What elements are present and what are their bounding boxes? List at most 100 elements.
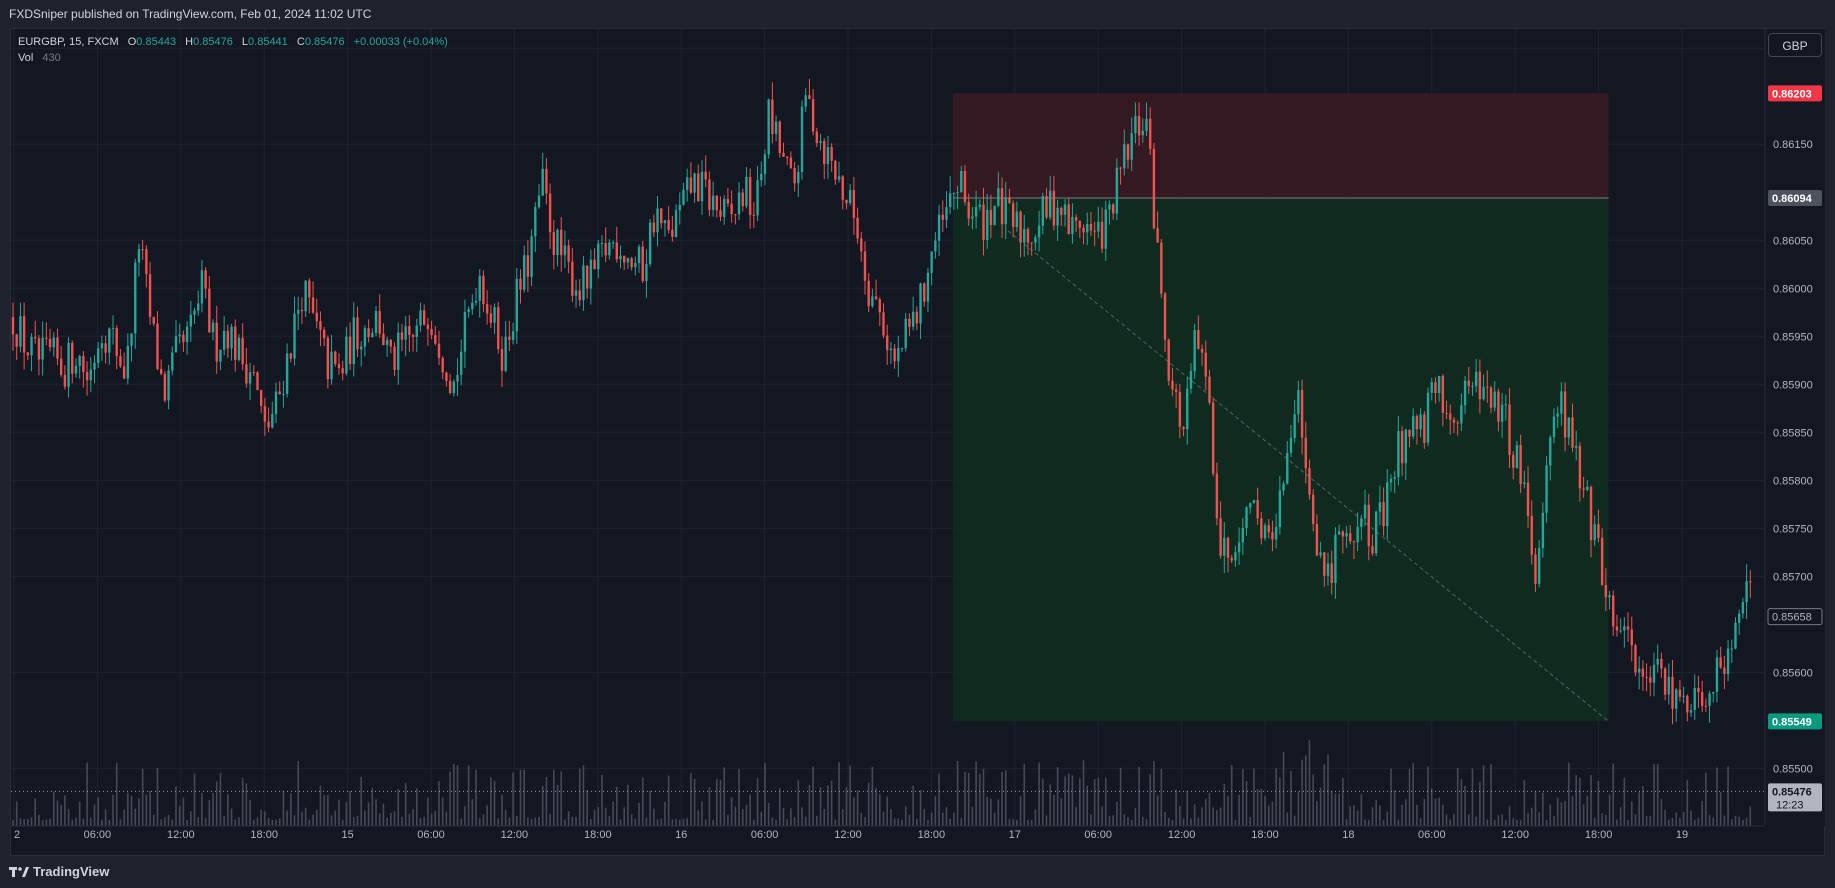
candle-body[interactable] <box>1300 390 1304 438</box>
candle-body[interactable] <box>48 338 52 348</box>
candle-body[interactable] <box>85 372 89 381</box>
candle-body[interactable] <box>1604 584 1608 598</box>
candle-body[interactable] <box>1626 626 1630 630</box>
candle-body[interactable] <box>574 290 578 296</box>
candle-body[interactable] <box>159 368 163 374</box>
candle-body[interactable] <box>1471 386 1474 388</box>
candle-body[interactable] <box>530 236 533 277</box>
candle-body[interactable] <box>267 421 270 428</box>
candle-body[interactable] <box>774 121 778 135</box>
candle-body[interactable] <box>1093 230 1096 232</box>
candle-body[interactable] <box>623 255 626 263</box>
candle-body[interactable] <box>1408 429 1411 437</box>
candle-body[interactable] <box>826 147 830 165</box>
candle-body[interactable] <box>430 329 433 336</box>
candle-body[interactable] <box>289 353 293 359</box>
candle-body[interactable] <box>1289 437 1293 453</box>
candle-body[interactable] <box>1097 221 1100 232</box>
candle-body[interactable] <box>1712 691 1715 694</box>
candle-body[interactable] <box>1386 482 1389 527</box>
candle-body[interactable] <box>626 258 630 263</box>
candle-body[interactable] <box>456 374 459 382</box>
candle-body[interactable] <box>460 351 463 375</box>
candle-body[interactable] <box>1682 695 1685 697</box>
candle-body[interactable] <box>1430 382 1433 393</box>
candle-body[interactable] <box>445 372 448 381</box>
candle-body[interactable] <box>1667 676 1671 695</box>
candle-body[interactable] <box>1512 454 1515 468</box>
candle-body[interactable] <box>1311 494 1315 524</box>
candle-body[interactable] <box>711 195 715 210</box>
candle-body[interactable] <box>1560 391 1563 414</box>
candle-body[interactable] <box>130 333 133 346</box>
candle-body[interactable] <box>508 336 511 340</box>
candle-body[interactable] <box>522 255 526 290</box>
candle-body[interactable] <box>971 216 974 219</box>
candle-body[interactable] <box>74 365 78 374</box>
candle-body[interactable] <box>222 330 226 350</box>
candle-body[interactable] <box>1008 197 1011 204</box>
candle-body[interactable] <box>1526 482 1530 516</box>
candle-body[interactable] <box>311 297 315 313</box>
candle-body[interactable] <box>756 180 759 216</box>
candle-body[interactable] <box>1030 242 1033 244</box>
candle-body[interactable] <box>952 192 956 194</box>
candle-body[interactable] <box>1041 196 1044 226</box>
candle-body[interactable] <box>537 195 541 208</box>
candle-body[interactable] <box>867 280 870 307</box>
candle-body[interactable] <box>1304 437 1307 469</box>
candle-body[interactable] <box>1152 148 1156 229</box>
candle-body[interactable] <box>967 202 970 219</box>
candle-body[interactable] <box>1086 224 1089 233</box>
candle-body[interactable] <box>1256 500 1259 519</box>
candle-body[interactable] <box>52 337 55 348</box>
candle-body[interactable] <box>641 246 644 281</box>
candle-body[interactable] <box>534 207 537 237</box>
candle-body[interactable] <box>115 328 118 357</box>
candle-body[interactable] <box>1123 144 1126 169</box>
candle-body[interactable] <box>474 300 478 303</box>
candle-body[interactable] <box>319 321 322 330</box>
candle-body[interactable] <box>823 140 826 165</box>
candle-body[interactable] <box>367 328 370 338</box>
candle-body[interactable] <box>382 333 385 346</box>
candle-body[interactable] <box>1367 504 1370 547</box>
candle-body[interactable] <box>860 238 863 252</box>
candle-body[interactable] <box>245 364 248 384</box>
tradingview-logo[interactable]: TradingView <box>9 856 109 888</box>
candle-body[interactable] <box>630 258 633 268</box>
candle-body[interactable] <box>1278 490 1282 528</box>
candle-body[interactable] <box>1137 116 1141 136</box>
candle-body[interactable] <box>1323 552 1326 576</box>
candle-body[interactable] <box>467 309 470 313</box>
candle-body[interactable] <box>930 251 933 273</box>
candle-body[interactable] <box>234 326 237 360</box>
candle-body[interactable] <box>1326 563 1330 576</box>
candle-body[interactable] <box>1245 507 1248 528</box>
candle-body[interactable] <box>1111 204 1115 214</box>
candle-body[interactable] <box>593 259 596 270</box>
candle-body[interactable] <box>1593 524 1596 541</box>
candle-body[interactable] <box>1449 413 1452 420</box>
candle-body[interactable] <box>893 348 896 362</box>
candle-body[interactable] <box>1308 468 1311 495</box>
candle-body[interactable] <box>567 245 570 262</box>
candle-body[interactable] <box>111 328 115 330</box>
candle-body[interactable] <box>308 280 311 298</box>
candle-body[interactable] <box>1415 416 1419 430</box>
candle-body[interactable] <box>1163 293 1167 340</box>
candle-body[interactable] <box>541 168 544 196</box>
candle-body[interactable] <box>730 203 733 215</box>
candle-body[interactable] <box>26 352 30 356</box>
candle-body[interactable] <box>526 255 530 277</box>
candle-body[interactable] <box>941 214 944 220</box>
candle-body[interactable] <box>648 222 652 265</box>
candle-body[interactable] <box>619 255 622 260</box>
candle-body[interactable] <box>1074 216 1078 221</box>
candle-body[interactable] <box>1337 531 1341 535</box>
candle-body[interactable] <box>1423 414 1426 443</box>
candle-body[interactable] <box>1615 626 1619 631</box>
candle-body[interactable] <box>122 366 126 379</box>
candle-body[interactable] <box>1108 204 1111 210</box>
candle-body[interactable] <box>256 372 259 391</box>
